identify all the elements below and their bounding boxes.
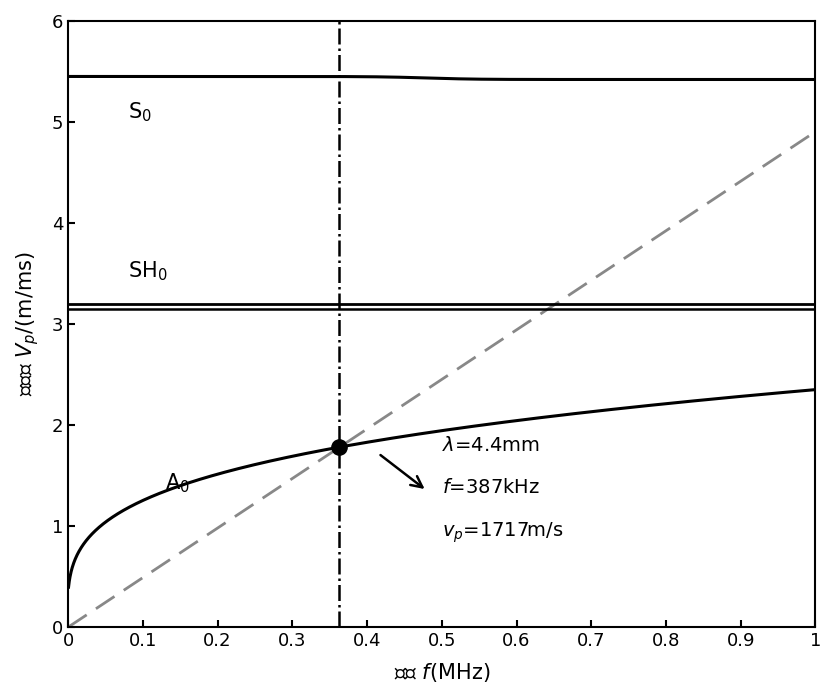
Text: $v_p$=1717m/s: $v_p$=1717m/s [442, 521, 564, 545]
Text: $f$=387kHz: $f$=387kHz [442, 478, 539, 497]
Text: $\lambda$=4.4mm: $\lambda$=4.4mm [442, 436, 539, 455]
Text: S$_0$: S$_0$ [128, 100, 152, 124]
Text: SH$_0$: SH$_0$ [128, 260, 168, 283]
Y-axis label: 群速度 $V_p$/(m/ms): 群速度 $V_p$/(m/ms) [14, 252, 41, 396]
Text: A$_0$: A$_0$ [165, 472, 190, 496]
X-axis label: 频率 $f$(MHz): 频率 $f$(MHz) [393, 661, 490, 684]
